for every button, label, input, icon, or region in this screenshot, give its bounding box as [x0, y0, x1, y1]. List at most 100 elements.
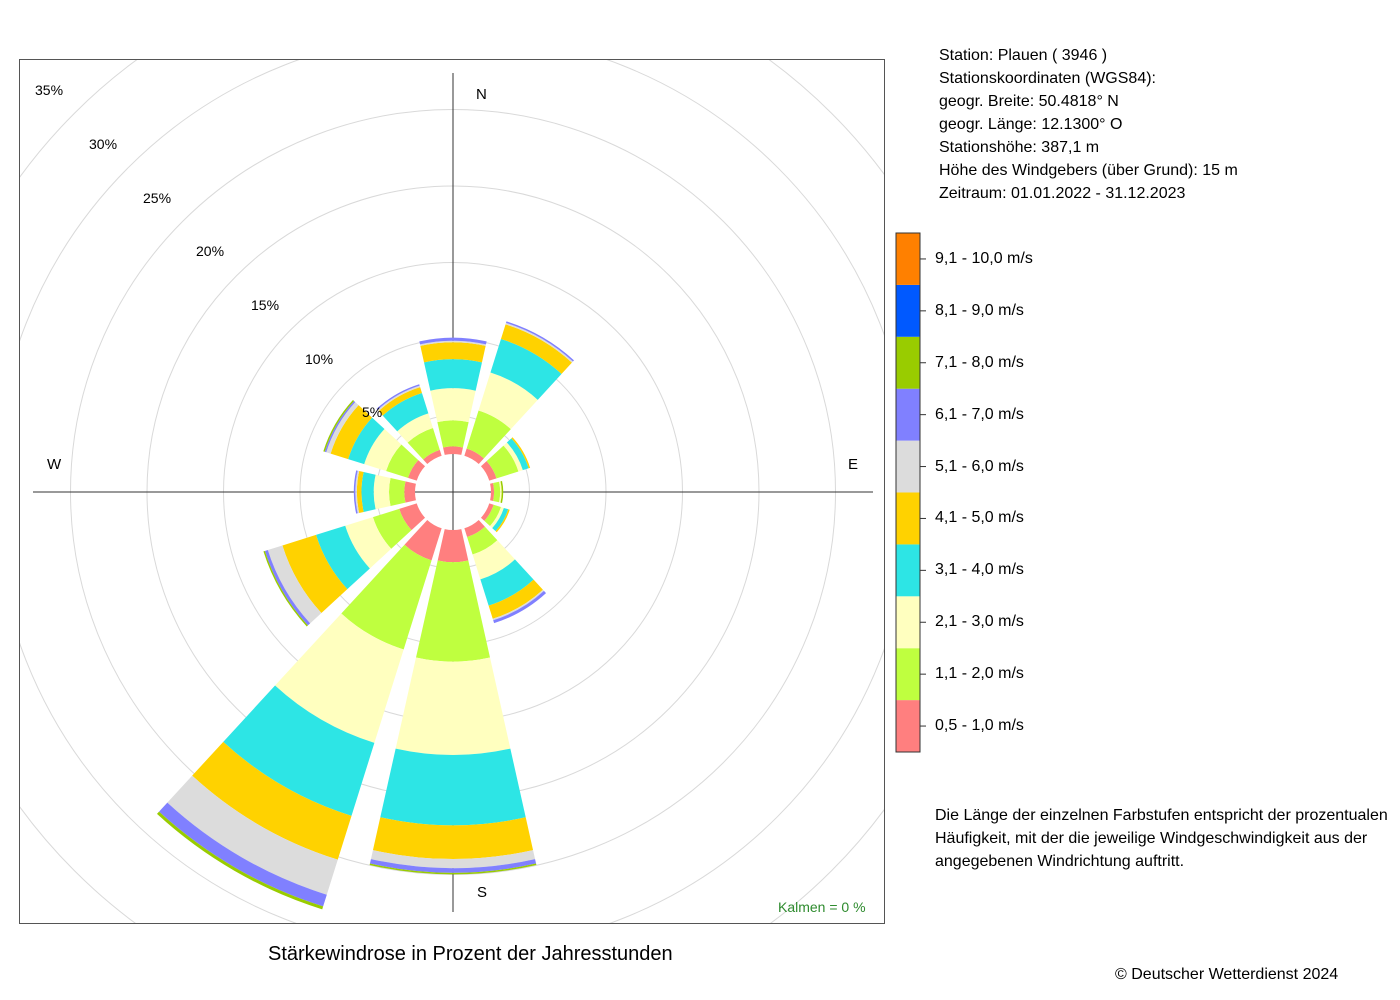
- station-coordinates-heading: Stationskoordinaten (WGS84):: [939, 70, 1156, 87]
- station-latitude: geogr. Breite: 50.4818° N: [939, 93, 1119, 110]
- sector-120-class-0: [480, 503, 494, 521]
- sector-300-class-3: [348, 417, 385, 465]
- legend-label-1: 1,1 - 2,0 m/s: [935, 665, 1024, 682]
- sector-120-class-3: [492, 507, 509, 532]
- sector-150-class-2: [472, 540, 515, 580]
- legend-swatch-2: [896, 596, 920, 649]
- legend-swatch-6: [896, 388, 920, 441]
- legend-swatch-0: [896, 700, 920, 752]
- sector-210-class-5: [167, 775, 338, 895]
- sector-150-class-5: [492, 589, 544, 621]
- sector-300-class-6: [324, 401, 356, 453]
- sector-270-class-4: [356, 471, 364, 513]
- legend-swatch-8: [896, 284, 920, 337]
- station-elevation: Stationshöhe: 387,1 m: [939, 139, 1100, 156]
- legend-label-8: 8,1 - 9,0 m/s: [935, 302, 1024, 319]
- sector-330-class-4: [378, 387, 422, 416]
- sector-120-class-2: [489, 507, 504, 529]
- sector-180-class-0: [437, 529, 469, 563]
- legend-swatch-1: [896, 648, 920, 701]
- calm-label: Kalmen = 0 %: [778, 899, 866, 915]
- sector-330-class-1: [407, 427, 440, 460]
- sector-330-class-5: [377, 385, 421, 412]
- sector-240-class-6: [264, 550, 311, 626]
- sector-60-class-1: [486, 445, 519, 479]
- explanation-note: Die Länge der einzelnen Farbstufen entsp…: [935, 807, 1388, 870]
- legend-bar-border: [895, 232, 921, 753]
- sector-270-class-5: [355, 470, 360, 514]
- sector-30-class-0: [464, 448, 484, 465]
- sector-300-class-7: [323, 399, 355, 452]
- direction-label-w: W: [47, 456, 62, 473]
- legend-label-6: 6,1 - 7,0 m/s: [935, 406, 1024, 423]
- sector-270-class-6: [353, 470, 358, 514]
- sector-240-class-4: [282, 534, 348, 613]
- sector-180-class-3: [380, 748, 526, 826]
- sensor-height: Höhe des Windgebers (über Grund): 15 m: [939, 162, 1238, 179]
- sector-0-class-2: [430, 388, 476, 423]
- sector-30-class-2: [478, 372, 538, 430]
- legend-swatch-3: [896, 544, 920, 597]
- sector-300-class-5: [326, 402, 359, 454]
- sector-210-class-0: [404, 519, 442, 561]
- sector-210-class-6: [159, 802, 327, 907]
- legend-swatch-7: [896, 336, 920, 389]
- legend-label-0: 0,5 - 1,0 m/s: [935, 717, 1024, 734]
- legend-label-7: 7,1 - 8,0 m/s: [935, 354, 1024, 371]
- direction-label-e: E: [848, 456, 859, 473]
- legend-label-2: 2,1 - 3,0 m/s: [935, 613, 1024, 630]
- sector-30-class-1: [466, 410, 511, 459]
- legend-label-3: 3,1 - 4,0 m/s: [935, 561, 1024, 578]
- sector-0-class-4: [420, 342, 486, 363]
- sector-210-class-4: [192, 741, 352, 860]
- sector-60-class-2: [503, 442, 523, 472]
- ring-label-10: 10%: [305, 351, 334, 367]
- legend-label-4: 4,1 - 5,0 m/s: [935, 509, 1024, 526]
- sector-240-class-3: [315, 525, 370, 590]
- copyright: © Deutscher Wetterdienst 2024: [1115, 966, 1339, 983]
- sector-180-class-2: [395, 657, 511, 755]
- sector-270-class-0: [404, 481, 416, 503]
- legend-label-5: 5,1 - 6,0 m/s: [935, 458, 1024, 475]
- sector-300-class-1: [386, 444, 419, 478]
- direction-label-n: N: [476, 86, 487, 103]
- sector-150-class-1: [467, 526, 498, 555]
- station-name: Station: Plauen ( 3946 ): [939, 47, 1108, 64]
- legend-swatch-5: [896, 440, 920, 493]
- sector-150-class-6: [493, 590, 547, 624]
- sector-330-class-6: [376, 384, 420, 410]
- chart-title: Stärkewindrose in Prozent der Jahresstun…: [268, 943, 673, 965]
- ring-label-5: 5%: [362, 404, 383, 420]
- sector-270-class-3: [361, 472, 376, 512]
- sector-300-class-4: [330, 405, 373, 460]
- sector-30-class-4: [500, 324, 572, 374]
- sector-150-class-3: [480, 559, 534, 606]
- legend-label-9: 9,1 - 10,0 m/s: [935, 250, 1033, 267]
- sector-90-class-2: [499, 481, 502, 503]
- sector-150-class-0: [464, 519, 485, 538]
- sector-0-class-6: [419, 337, 487, 345]
- sector-0-class-1: [437, 420, 469, 448]
- time-period: Zeitraum: 01.01.2022 - 31.12.2023: [939, 185, 1186, 202]
- sector-90-class-0: [490, 483, 495, 501]
- sector-330-class-2: [397, 413, 433, 443]
- ring-label-35: 35%: [35, 82, 64, 98]
- sector-120-class-4: [495, 509, 510, 533]
- sector-240-class-0: [399, 503, 426, 531]
- ring-label-30: 30%: [89, 136, 118, 152]
- ring-label-25: 25%: [143, 190, 172, 206]
- sector-150-class-4: [488, 579, 543, 619]
- sector-120-class-1: [484, 504, 501, 527]
- sector-30-class-3: [490, 338, 562, 400]
- sector-180-class-4: [372, 817, 534, 859]
- ring-label-15: 15%: [251, 297, 280, 313]
- sector-330-class-3: [382, 392, 429, 432]
- legend-swatch-9: [896, 233, 920, 285]
- sector-60-class-3: [506, 438, 529, 471]
- sector-300-class-0: [407, 460, 426, 481]
- sector-180-class-7: [369, 863, 537, 875]
- sector-180-class-1: [416, 560, 490, 662]
- sector-240-class-5: [267, 545, 322, 624]
- sector-270-class-2: [373, 474, 391, 510]
- sector-210-class-2: [275, 613, 404, 743]
